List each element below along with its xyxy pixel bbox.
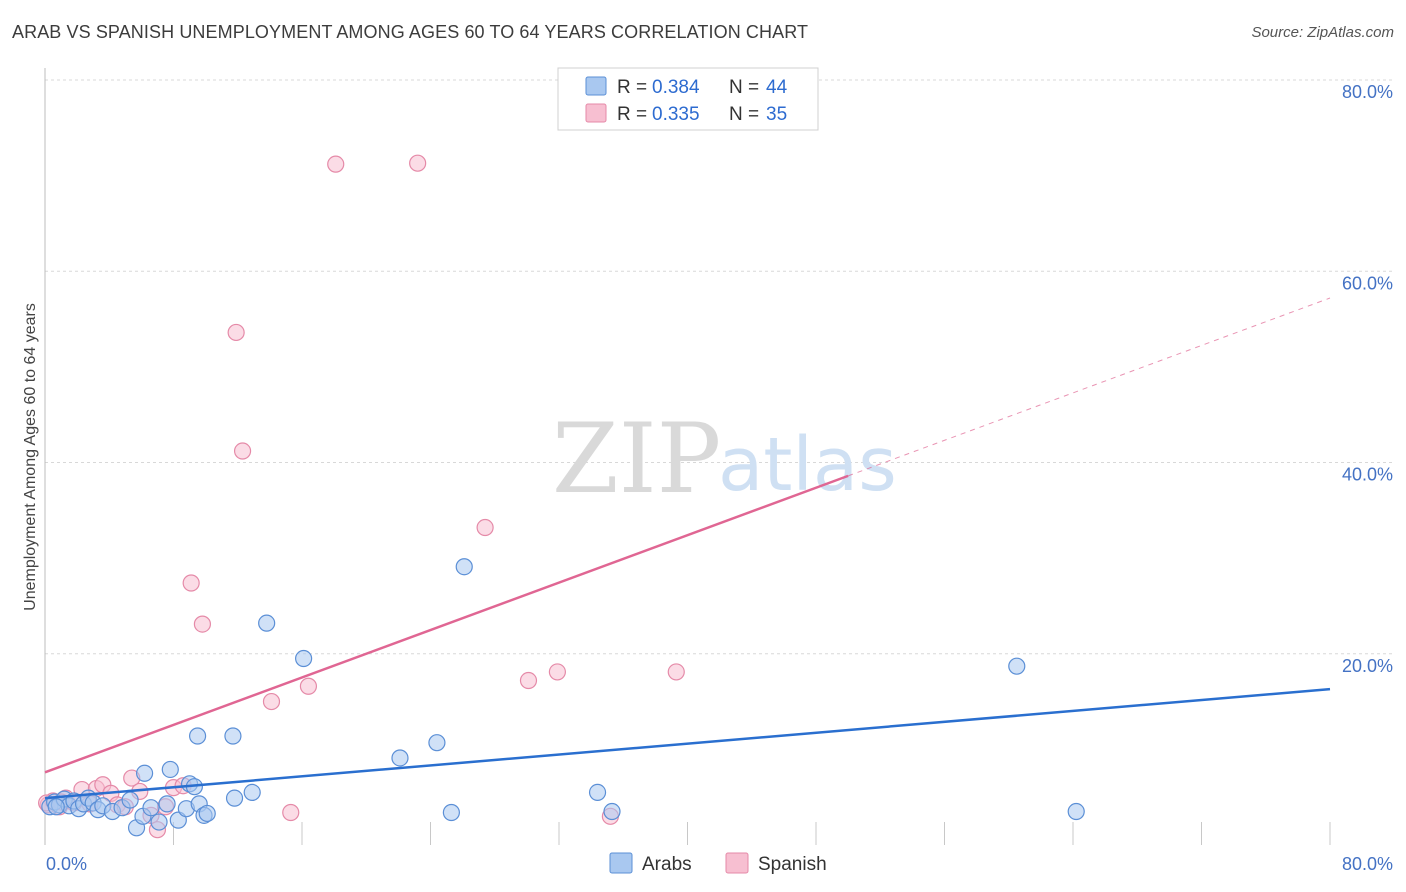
arabs-point [121,791,139,809]
legend-spanish-n-label: N = [729,104,759,125]
x-tick-label-min: 0.0% [46,854,87,874]
legend-spanish-r-value: 0.335 [652,104,700,125]
watermark: ZIP atlas [552,403,897,515]
arabs-point [258,614,276,632]
arabs-point [150,813,168,831]
arabs-point [135,764,154,782]
grid-lines [45,79,1393,845]
arabs-point [224,727,242,745]
arabs-point [455,558,473,576]
bottom-legend-arabs-swatch [609,852,633,874]
legend-arabs-r-value: 0.384 [652,77,700,98]
arabs-point [295,649,313,668]
bottom-legend-spanish-label: Spanish [758,854,827,875]
arabs-point [391,749,409,767]
spanish-point [182,574,200,592]
arabs-point [603,802,621,821]
spanish-point [233,442,252,460]
arabs-point [588,783,607,802]
arabs-point [225,789,244,807]
spanish-point [282,803,300,822]
legend-spanish-n-value: 35 [766,104,787,125]
trendlines [44,297,1331,800]
arabs-point [161,760,179,779]
legend-arabs-n-label: N = [729,77,759,98]
y-tick-labels: 20.0% 40.0% 60.0% 80.0% [1342,82,1393,676]
arabs-point [442,803,460,822]
chart-title: ARAB VS SPANISH UNEMPLOYMENT AMONG AGES … [12,22,809,42]
correlation-legend: R = 0.384 N = 44 R = 0.335 N = 35 [557,67,819,131]
arabs-point [158,795,176,813]
y-axis-label: Unemployment Among Ages 60 to 64 years [22,303,39,611]
spanish-point [519,671,538,690]
legend-arabs-n-value: 44 [766,77,788,98]
spanish-point [327,155,345,173]
bottom-legend-spanish-swatch [725,852,749,874]
spanish-trendline [44,474,849,774]
arabs-point [428,734,446,752]
arabs-point [243,783,261,802]
spanish-point [227,323,245,342]
watermark-zip: ZIP [552,403,721,515]
x-tick-label-max: 80.0% [1342,854,1393,874]
spanish-point [476,518,494,537]
arabs-trendline [44,687,1331,800]
y-tick-label: 60.0% [1342,273,1393,293]
spanish-trendline-extension [847,297,1331,477]
arabs-point [142,799,160,817]
legend-arabs-r-label: R = [617,77,647,98]
series-legend: Arabs Spanish [609,852,827,875]
bottom-legend-arabs-label: Arabs [642,854,692,875]
y-tick-label: 20.0% [1342,656,1393,676]
y-tick-label: 40.0% [1342,465,1393,485]
legend-spanish-r-label: R = [617,104,647,125]
arabs-point [1067,802,1085,821]
arabs-point [47,798,65,816]
arabs-point [198,804,216,823]
spanish-point [548,663,566,681]
series-arabs-points [41,558,1085,837]
spanish-point [299,677,318,695]
spanish-point [193,615,212,633]
arabs-point [1008,657,1026,675]
spanish-point [409,154,427,172]
legend-spanish-swatch [585,103,607,123]
spanish-point [262,692,281,711]
legend-arabs-swatch [585,76,607,96]
watermark-atlas: atlas [718,422,897,508]
arabs-point [188,727,207,745]
y-tick-label: 80.0% [1342,82,1393,102]
source-credit: Source: ZipAtlas.com [1251,24,1394,41]
spanish-point [667,663,685,681]
